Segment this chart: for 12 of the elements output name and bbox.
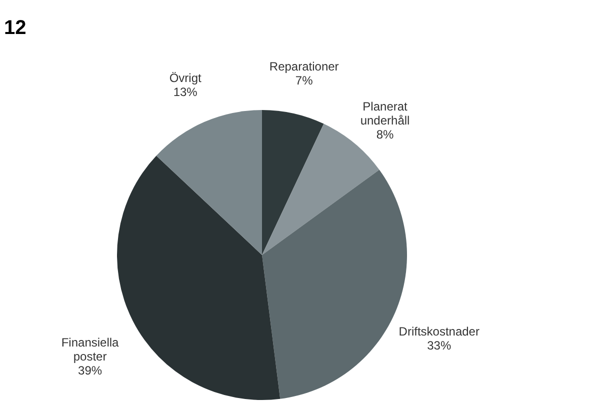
- data-label: 13%: [173, 84, 198, 99]
- chart-title: 12: [4, 17, 26, 39]
- slice-label: Reparationer: [269, 60, 339, 74]
- data-label: 33%: [427, 338, 452, 353]
- slice-label: Övrigt: [169, 70, 202, 85]
- slice-label: Driftskostnader: [398, 324, 480, 339]
- pie-slice: [156, 110, 262, 255]
- data-label: 8%: [376, 127, 394, 142]
- slice-label: Planerat underhåll: [360, 99, 410, 128]
- data-label: 39%: [78, 364, 102, 378]
- data-label: 7%: [295, 74, 314, 88]
- slice-label: Finansiella poster: [61, 336, 120, 364]
